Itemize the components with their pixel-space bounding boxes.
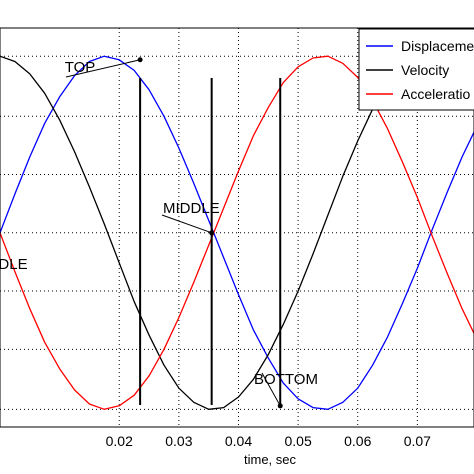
- annotation-lines: [139, 78, 282, 405]
- annotation-top: TOP: [65, 59, 96, 76]
- annotation-middle: MIDDLE: [163, 200, 220, 217]
- series-line-displacement: [0, 55, 474, 410]
- x-tick-label: 0.04: [225, 433, 252, 449]
- annotation-bottom: BOTTOM: [254, 371, 318, 388]
- legend-label-velocity: Velocity: [401, 62, 449, 78]
- annotation-leader: [65, 59, 141, 78]
- annotations: TOP MIDDLE BOTTOM DLE: [0, 59, 318, 407]
- x-tick-label: 0.06: [344, 433, 371, 449]
- series-line-acceleration: [0, 55, 474, 410]
- plot-frame: [0, 27, 474, 428]
- x-tick-label: 0.07: [404, 433, 431, 449]
- x-tick-label: 0.03: [165, 433, 192, 449]
- x-tick-label: 0.02: [106, 433, 133, 449]
- x-tick-labels: 0.02 0.03 0.04 0.05 0.06 0.07: [106, 433, 432, 449]
- annotation-leader: [161, 214, 212, 234]
- legend: Displaceme Velocity Acceleratio: [358, 28, 474, 111]
- legend-label-displacement: Displaceme: [401, 38, 474, 54]
- x-axis-label: time, sec: [244, 452, 297, 467]
- x-tick-label: 0.05: [284, 433, 311, 449]
- grid: [0, 28, 474, 427]
- annotation-leader: [261, 372, 281, 407]
- legend-label-acceleration: Acceleratio: [401, 86, 470, 102]
- annotation-dle: DLE: [0, 256, 28, 273]
